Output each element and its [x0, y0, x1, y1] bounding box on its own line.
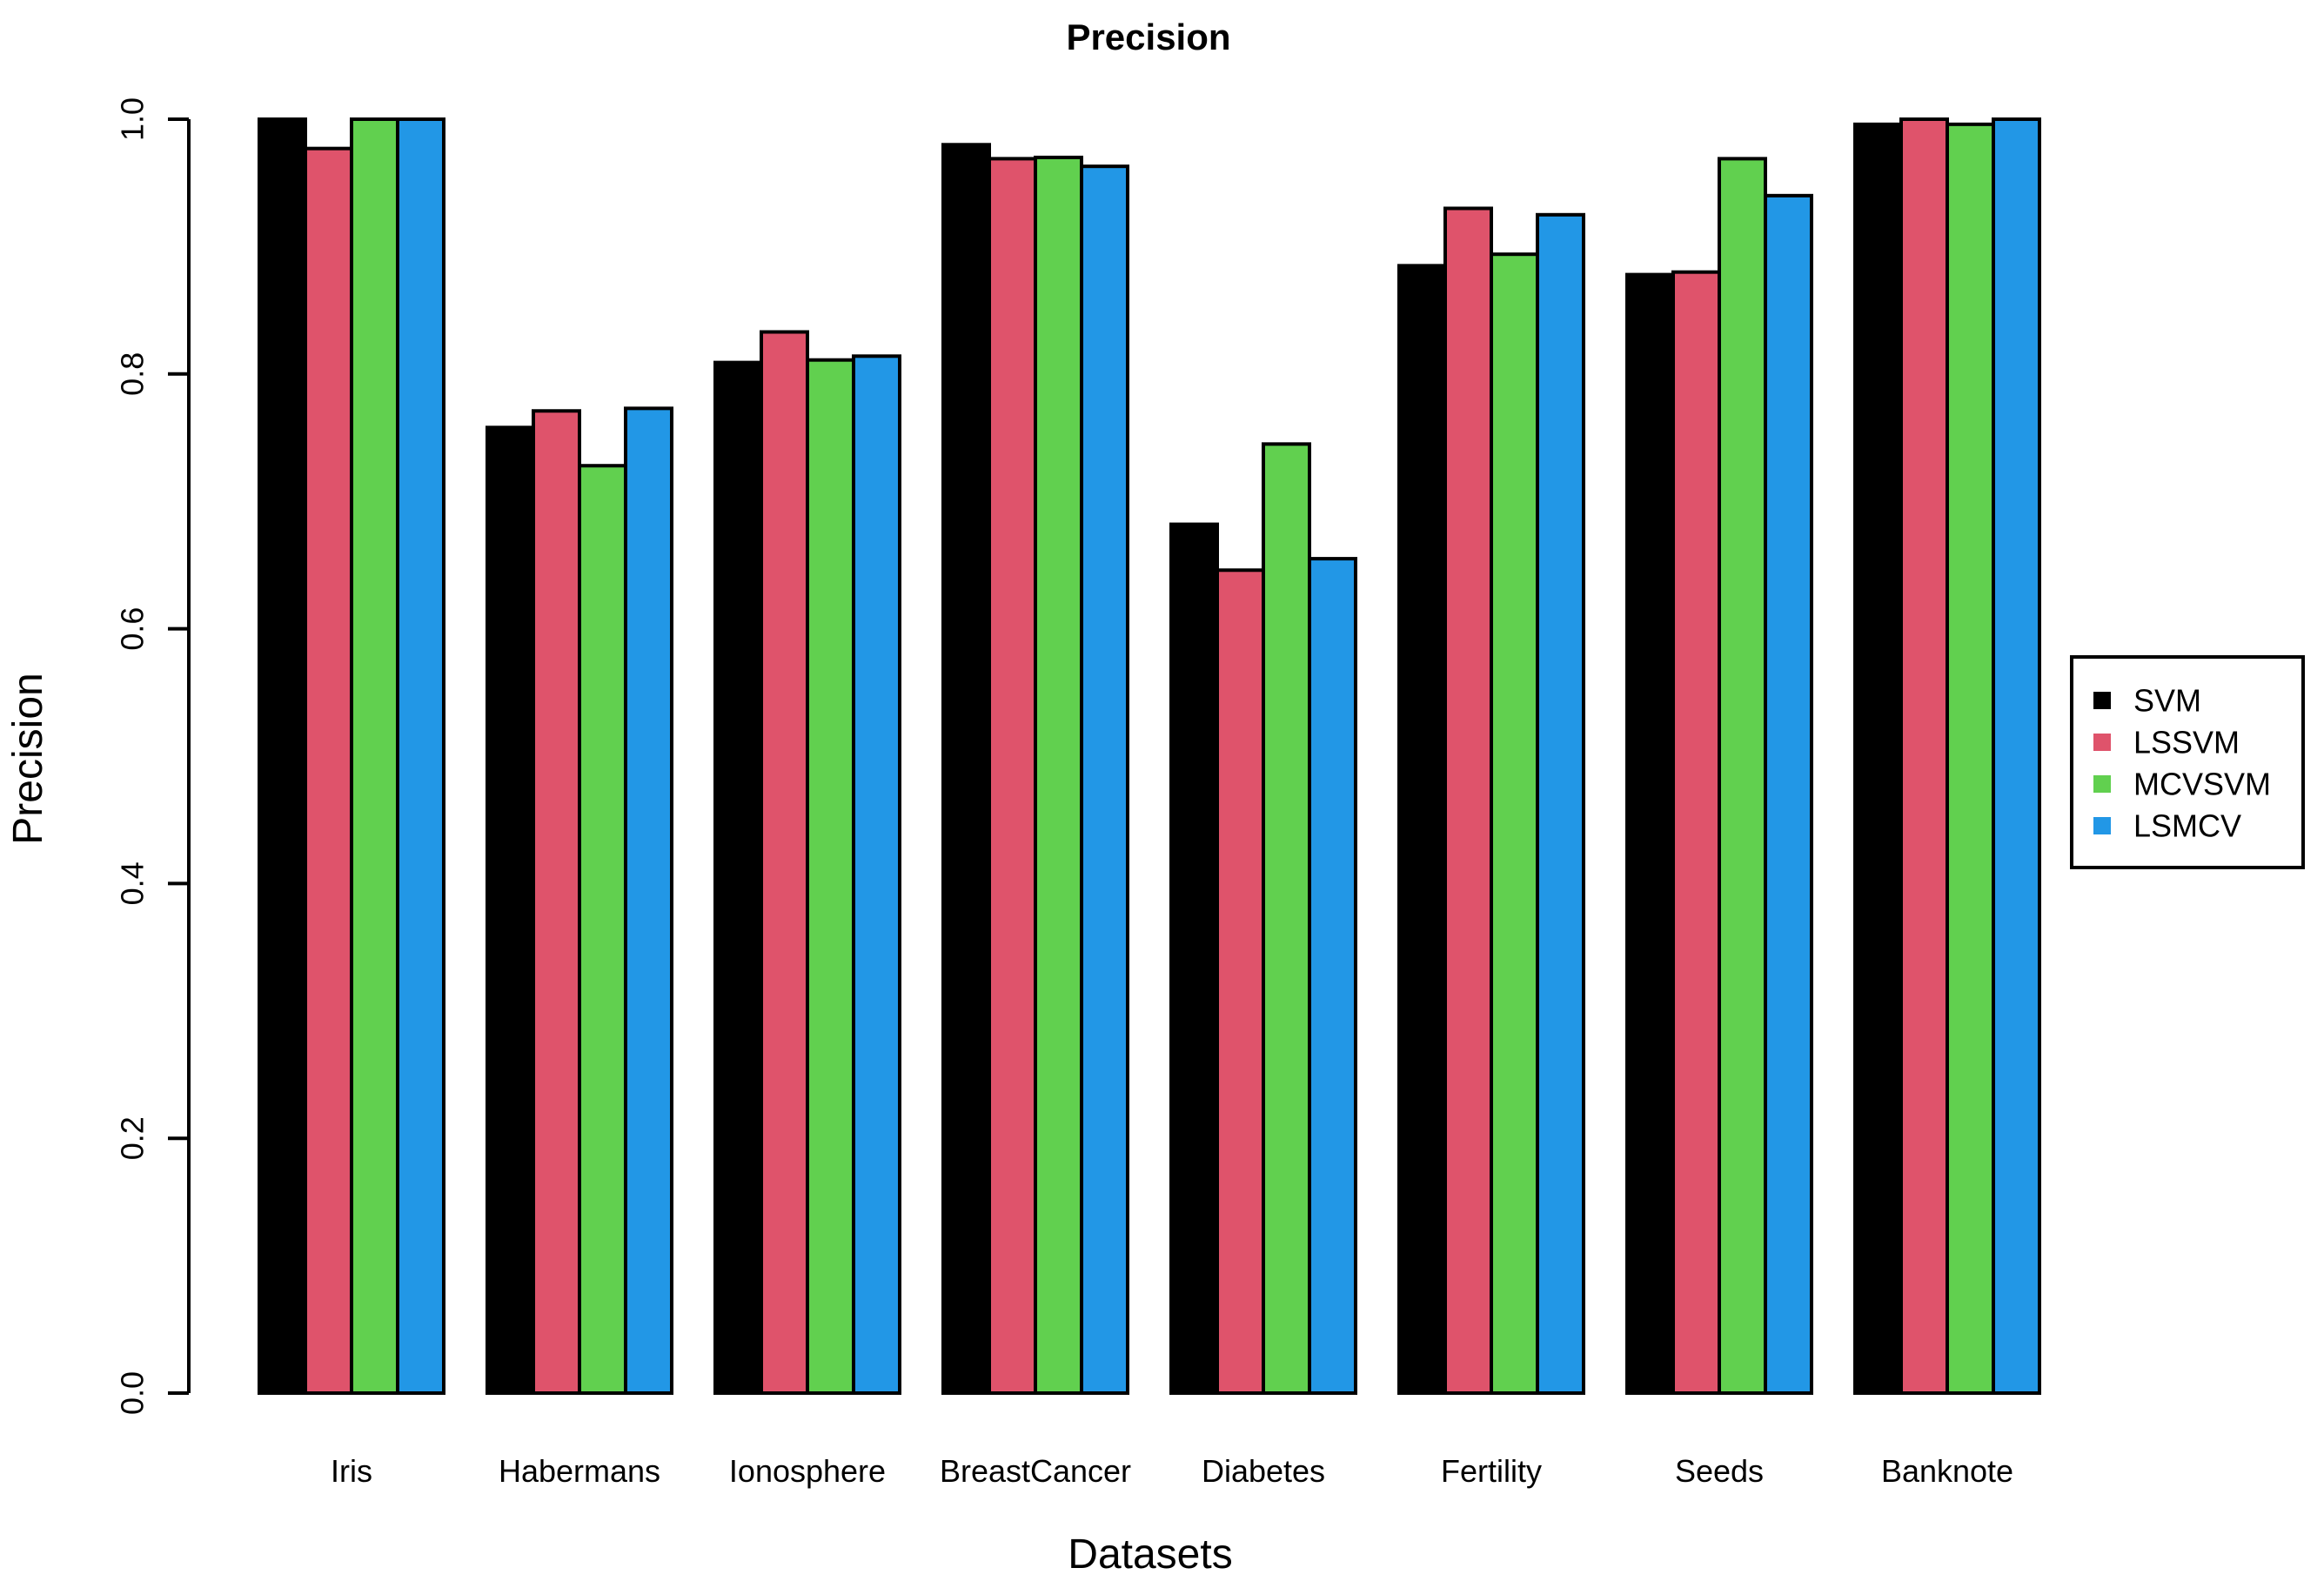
- y-axis: 0.0 0.2 0.4 0.6 0.8 1.0: [115, 97, 191, 1415]
- y-tick-label: 1.0: [115, 97, 151, 141]
- legend-swatch-svm: [2093, 692, 2111, 709]
- bar-diabetes-svm: [1169, 522, 1219, 1395]
- x-axis-category-labels: Iris Habermans Ionosphere BreastCancer Diabe…: [331, 1453, 2013, 1489]
- legend-label-lssvm: LSSVM: [2133, 725, 2240, 760]
- chart-title: Precision: [1066, 17, 1230, 57]
- bar-banknote-svm: [1853, 122, 1903, 1396]
- bar-breastcancer-lssvm: [988, 157, 1037, 1395]
- y-tick-label: 0.6: [115, 607, 151, 651]
- bar-iris-lssvm: [304, 146, 353, 1395]
- x-category-label-diabetes: Diabetes: [1202, 1453, 1325, 1489]
- bar-seeds-lssvm: [1671, 270, 1721, 1395]
- bar-habermans-svm: [486, 425, 535, 1396]
- bar-breastcancer-svm: [941, 143, 991, 1395]
- x-category-label-habermans: Habermans: [499, 1453, 660, 1489]
- bar-iris-lsmcv: [396, 117, 445, 1395]
- bar-ionosphere-svm: [713, 360, 763, 1395]
- bar-ionosphere-lsmcv: [852, 354, 901, 1396]
- x-axis-title: Datasets: [1068, 1531, 1232, 1578]
- y-tick-label: 0.2: [115, 1116, 151, 1160]
- x-category-label-breastcancer: BreastCancer: [940, 1453, 1131, 1489]
- bar-diabetes-lssvm: [1216, 568, 1265, 1395]
- bar-habermans-lssvm: [532, 409, 581, 1396]
- x-category-label-seeds: Seeds: [1675, 1453, 1764, 1489]
- bar-seeds-mcvsvm: [1718, 157, 1767, 1395]
- bar-fertility-lssvm: [1443, 206, 1493, 1396]
- bar-habermans-mcvsvm: [578, 464, 627, 1395]
- bar-fertility-svm: [1397, 264, 1447, 1395]
- bar-ionosphere-lssvm: [760, 330, 809, 1395]
- legend-swatch-lssvm: [2093, 734, 2111, 751]
- bar-seeds-svm: [1625, 272, 1675, 1395]
- legend-label-svm: SVM: [2133, 683, 2201, 719]
- bar-iris-svm: [258, 117, 307, 1395]
- bar-breastcancer-mcvsvm: [1034, 155, 1083, 1395]
- bar-seeds-lsmcv: [1764, 193, 1813, 1396]
- y-tick-label: 0.0: [115, 1371, 151, 1415]
- bar-habermans-lsmcv: [624, 406, 673, 1395]
- y-tick-label: 0.4: [115, 861, 151, 905]
- legend-swatch-lsmcv: [2093, 817, 2111, 834]
- bar-ionosphere-mcvsvm: [806, 358, 855, 1395]
- legend-swatch-mcvsvm: [2093, 775, 2111, 793]
- bar-breastcancer-lsmcv: [1080, 164, 1129, 1396]
- bar-banknote-lsmcv: [1992, 117, 2041, 1395]
- legend-label-mcvsvm: MCVSVM: [2133, 767, 2271, 802]
- legend-label-lsmcv: LSMCV: [2133, 808, 2241, 844]
- bar-banknote-lssvm: [1899, 117, 1949, 1395]
- x-category-label-iris: Iris: [331, 1453, 372, 1489]
- bar-diabetes-mcvsvm: [1262, 442, 1311, 1396]
- x-category-label-banknote: Banknote: [1881, 1453, 2013, 1489]
- x-category-label-ionosphere: Ionosphere: [729, 1453, 886, 1489]
- y-tick-label: 0.8: [115, 352, 151, 396]
- bar-diabetes-lsmcv: [1308, 557, 1357, 1395]
- y-axis-title: Precision: [5, 673, 51, 844]
- x-category-label-fertility: Fertility: [1441, 1453, 1542, 1489]
- bar-fertility-mcvsvm: [1490, 252, 1539, 1396]
- bar-series-group: [258, 117, 2041, 1396]
- legend: SVM LSSVM MCVSVM LSMCV: [2070, 655, 2305, 869]
- bar-fertility-lsmcv: [1536, 212, 1585, 1395]
- bar-banknote-mcvsvm: [1946, 122, 1995, 1396]
- bar-iris-mcvsvm: [350, 117, 399, 1395]
